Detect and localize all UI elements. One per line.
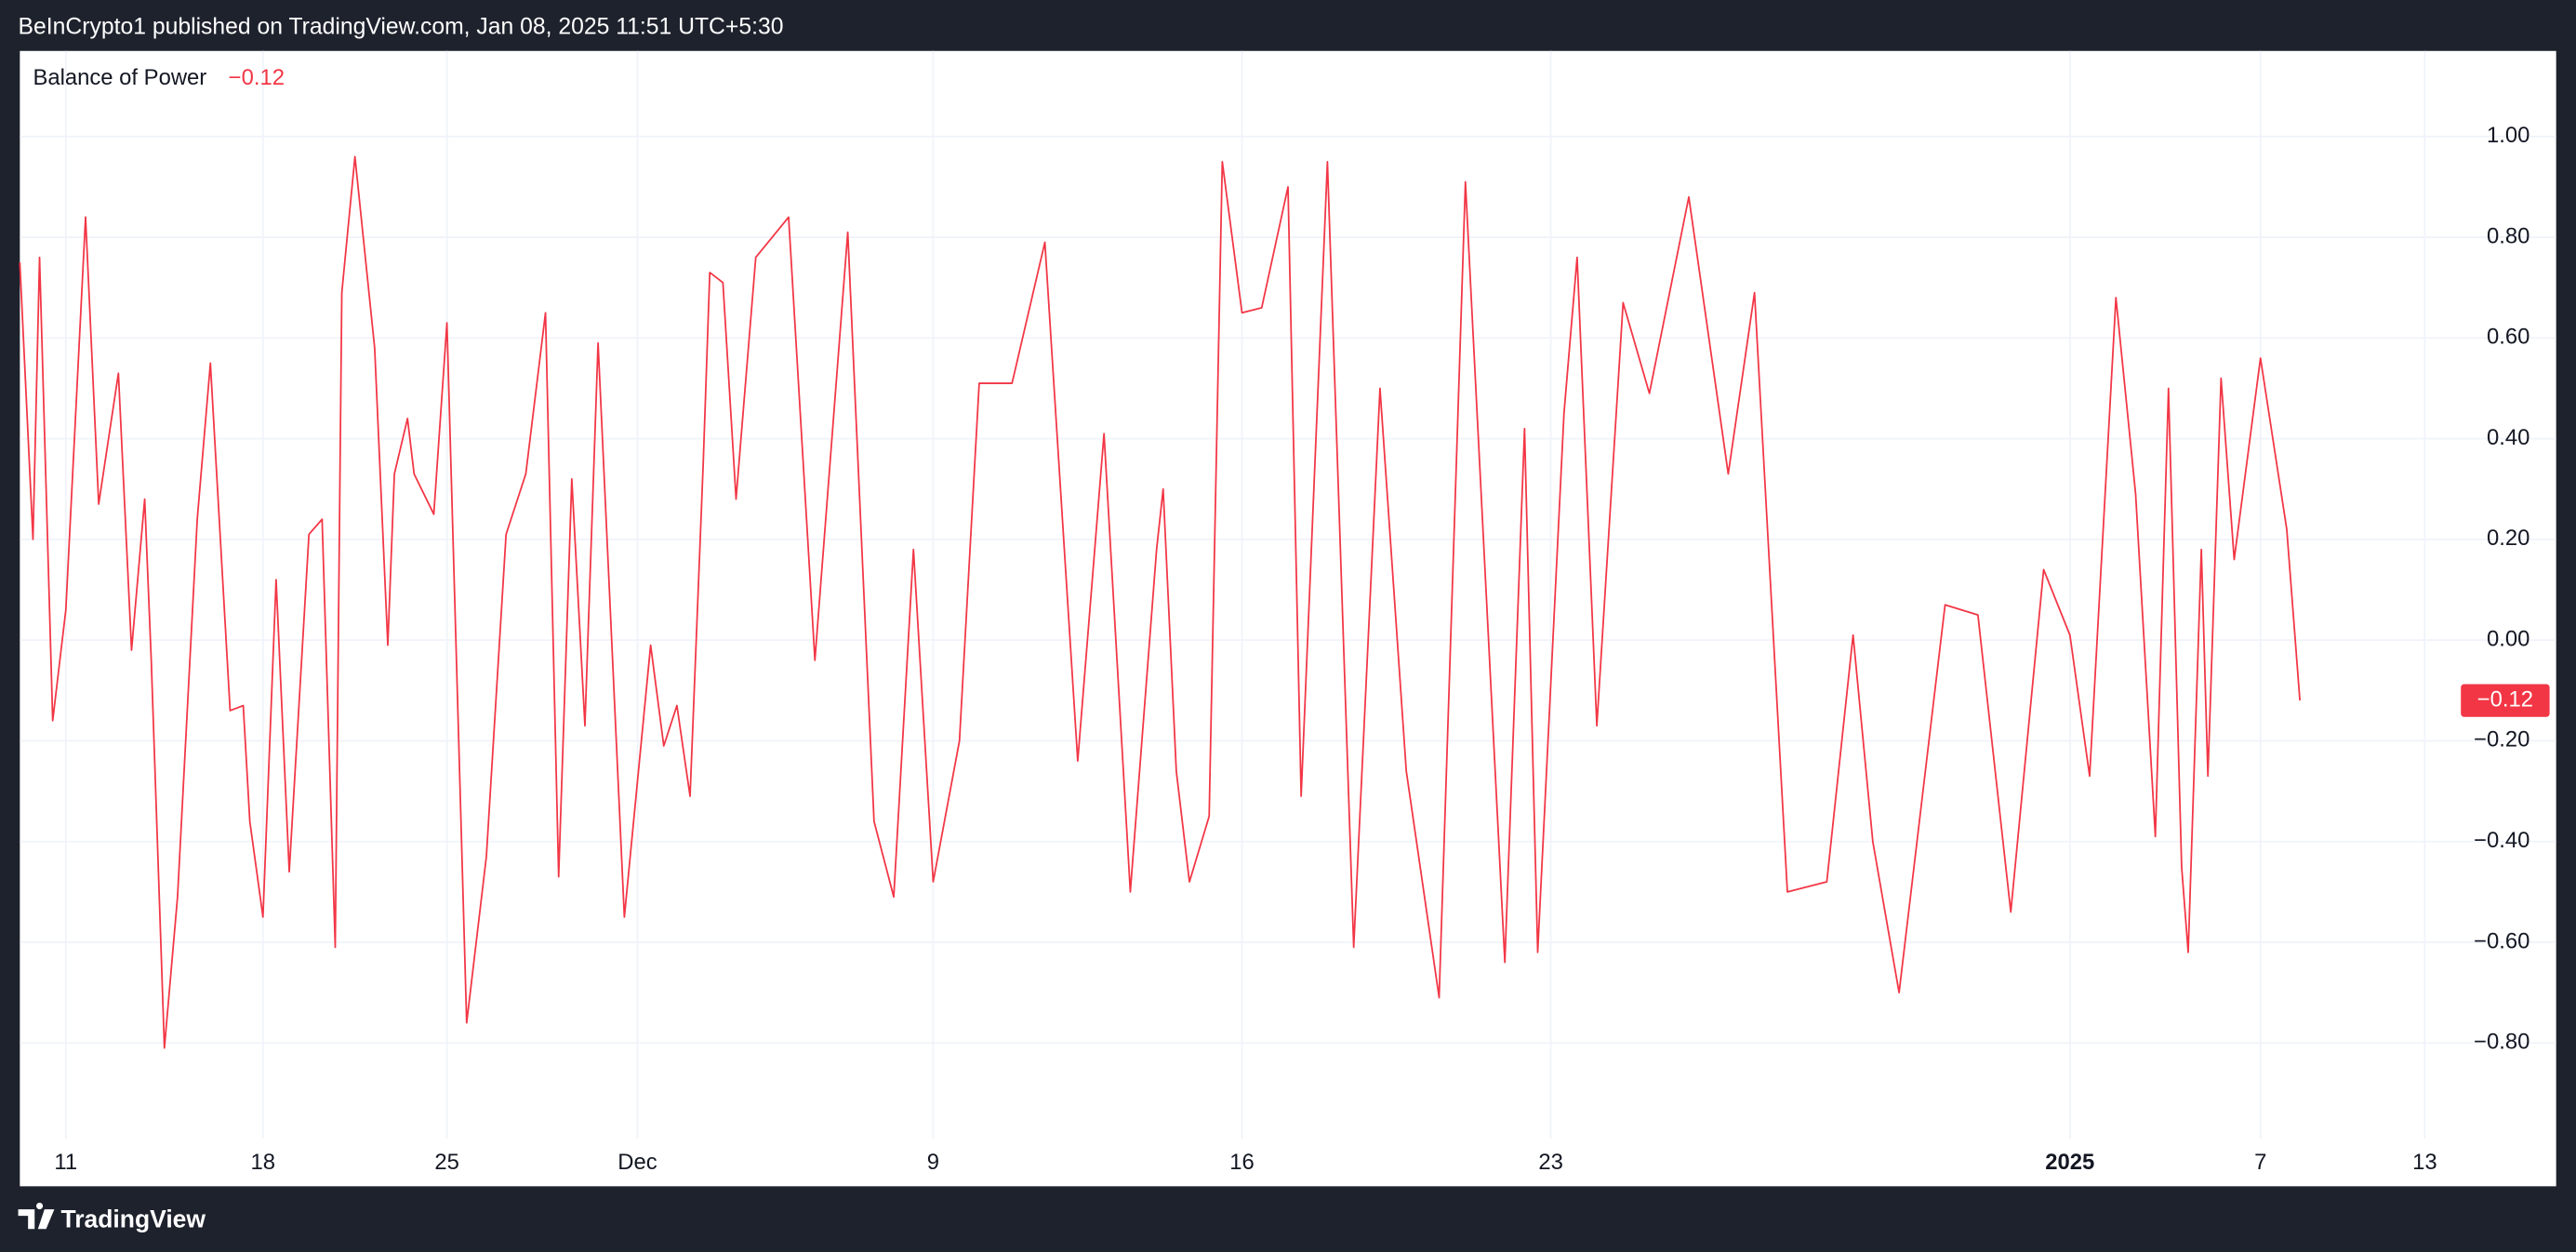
indicator-value: −0.12 [229,65,285,90]
x-tick-label: 18 [251,1150,276,1175]
x-tick-label: 13 [2412,1150,2437,1175]
header: BeInCrypto1 published on TradingView.com… [19,15,784,40]
y-tick-label: 0.20 [2487,526,2530,551]
x-tick-label: 7 [2254,1150,2266,1175]
x-tick-label: 9 [927,1150,939,1175]
plot [19,155,2301,1049]
y-tick-label: 0.80 [2487,223,2530,248]
x-tick-label: 23 [1538,1150,1563,1175]
y-tick-label: 1.00 [2487,123,2530,148]
x-tick-label: 25 [434,1150,459,1175]
series-line [19,155,2301,1049]
x-tick-label: 16 [1229,1150,1255,1175]
y-tick-label: −0.80 [2474,1030,2530,1055]
grid [20,50,2556,1139]
y-tick-label: −0.20 [2474,727,2530,753]
y-tick-label: 0.40 [2487,425,2530,450]
x-tick-label: 2025 [2045,1150,2094,1175]
y-tick-label: 0.00 [2487,626,2530,651]
y-tick-label: −0.40 [2474,828,2530,853]
chart-area [20,50,2556,1187]
logo-text: TradingView [60,1205,206,1232]
indicator-name: Balance of Power [33,65,206,90]
y-tick-label: 0.60 [2487,325,2530,350]
logo: TradingView [18,1203,206,1232]
last-value-badge [2461,684,2550,717]
x-tick-label: Dec [617,1150,657,1175]
x-tick-label: 11 [54,1150,77,1175]
last-value-label: −0.12 [2477,686,2533,712]
y-tick-label: −0.60 [2474,928,2530,953]
logo-icon [18,1203,55,1230]
